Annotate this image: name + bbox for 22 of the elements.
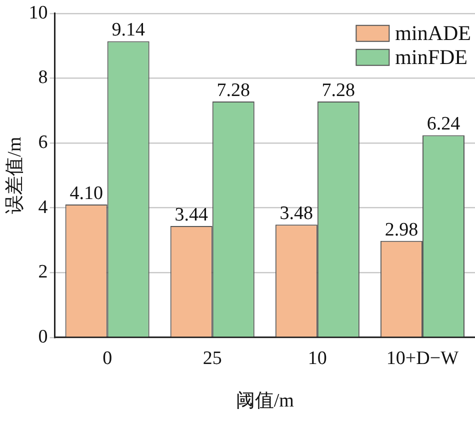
legend-label: minFDE <box>395 44 468 69</box>
x-tick-label: 25 <box>202 348 222 369</box>
x-tick-label: 10+D−W <box>386 348 459 369</box>
y-tick-label: 4 <box>38 196 48 218</box>
data-label: 3.44 <box>174 204 208 226</box>
y-tick-label: 0 <box>38 326 48 348</box>
x-tick-label: 0 <box>102 348 112 369</box>
data-label: 9.14 <box>112 20 146 41</box>
y-tick-label: 10 <box>28 2 48 24</box>
y-tick-label: 2 <box>38 262 48 283</box>
y-axis-title: 误差值/m <box>4 136 26 214</box>
legend-label: minADE <box>395 20 471 45</box>
x-axis-title: 阈值/m <box>236 390 294 412</box>
data-label: 4.10 <box>70 183 103 204</box>
y-tick-label: 6 <box>38 132 48 153</box>
x-tick-label: 10 <box>308 348 327 369</box>
y-tick-label: 8 <box>38 67 48 88</box>
data-label: 7.28 <box>216 80 250 102</box>
data-label: 7.28 <box>322 80 356 102</box>
data-label: 3.48 <box>280 203 314 224</box>
data-label: 2.98 <box>384 219 418 240</box>
data-label: 6.24 <box>426 114 461 135</box>
